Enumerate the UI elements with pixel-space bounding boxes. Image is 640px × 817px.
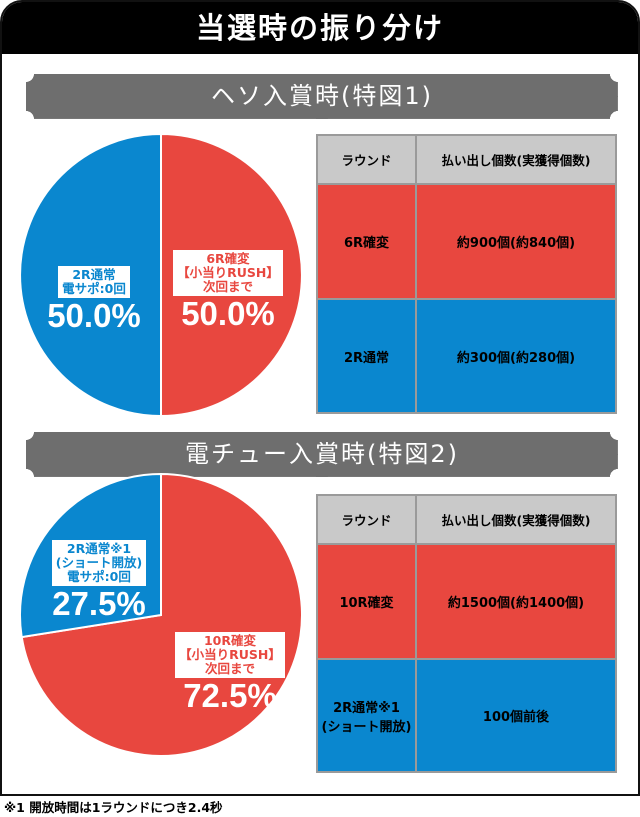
pie2-blue-label: 2R通常※1 (ショート開放) 電サポ:0回 27.5% (36, 540, 162, 622)
table-cell: 約1500個(約1400個) (415, 543, 617, 660)
infographic-frame: 当選時の振り分け ヘソ入賞時(特図1) 2R通常 電サポ:0回 50.0% 6R確… (0, 0, 640, 796)
pie1-blue-label: 2R通常 電サポ:0回 50.0% (34, 266, 154, 334)
slice-label: 2R通常※1 (66, 541, 132, 556)
slice-percent: 72.5% (183, 677, 277, 714)
table-cell: 約900個(約840個) (415, 183, 617, 300)
section-banner-2: 電チュー入賞時(特図2) (26, 432, 618, 477)
table-cell: 100個前後 (415, 658, 617, 773)
table-cell: 10R確変 (316, 543, 417, 660)
pie2-red-label: 10R確変 【小当りRUSH】 次回まで 72.5% (170, 632, 290, 714)
column-header: ラウンド (316, 134, 417, 185)
column-header: 払い出し個数(実獲得個数) (415, 134, 617, 185)
slice-label: 10R確変 (203, 633, 257, 648)
payout-table-1: ラウンド 払い出し個数(実獲得個数) 6R確変 約900個(約840個) 2R通常約… (316, 134, 617, 414)
slice-label: 【小当りRUSH】 (177, 265, 279, 280)
table-cell: 2R通常※1 (ショート開放) (316, 658, 417, 773)
column-header: 払い出し個数(実獲得個数) (415, 494, 617, 545)
slice-percent: 27.5% (52, 585, 146, 622)
column-header: ラウンド (316, 494, 417, 545)
slice-label: 次回まで (202, 279, 253, 294)
slice-percent: 50.0% (181, 295, 275, 332)
slice-label: 2R通常 (72, 267, 116, 282)
slice-label: 電サポ:0回 (67, 569, 131, 584)
page-title: 当選時の振り分け (2, 2, 638, 54)
table-cell: 6R確変 (316, 183, 417, 300)
footnote: ※1 開放時間は1ラウンドにつき2.4秒 (4, 800, 223, 815)
table-cell: 約300個(約280個) (415, 298, 617, 414)
slice-label: 6R確変 (206, 251, 250, 266)
pie1-red-label: 6R確変 【小当りRUSH】 次回まで 50.0% (168, 250, 288, 332)
slice-label: 【小当りRUSH】 (179, 647, 281, 662)
payout-table-2: ラウンド 払い出し個数(実獲得個数) 10R確変 約1500個(約1400個) 2R… (316, 494, 617, 773)
slice-label: 次回まで (204, 661, 255, 676)
slice-percent: 50.0% (47, 297, 141, 334)
section-banner-1: ヘソ入賞時(特図1) (26, 74, 618, 119)
slice-label: 電サポ:0回 (62, 281, 126, 296)
table-cell: 2R通常 (316, 298, 417, 414)
slice-label: (ショート開放) (55, 555, 143, 570)
